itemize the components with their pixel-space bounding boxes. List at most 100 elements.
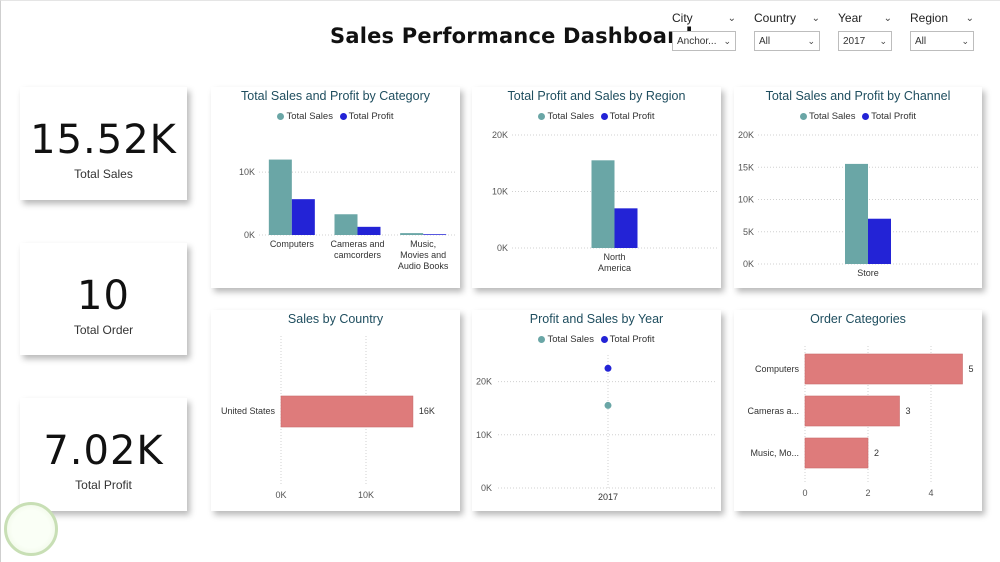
chart-plot: 0K 10K 20K 2017 [476, 355, 717, 502]
y-tick-label: Music, Mo... [750, 448, 799, 458]
kpi-value: 10 [77, 273, 130, 319]
data-label: 3 [906, 406, 911, 416]
legend-item-sales[interactable]: Total Sales [538, 111, 594, 122]
point-total-sales [604, 401, 612, 409]
kpi-value: 7.02K [43, 428, 164, 474]
slicer-region[interactable]: Region ⌄ All ⌄ [910, 10, 974, 51]
legend-item-profit[interactable]: Total Profit [862, 111, 916, 122]
chevron-down-icon: ⌄ [723, 35, 731, 46]
slicer-region-label: Region [910, 11, 949, 25]
slicer-country-value: All [759, 35, 771, 47]
y-tick-label: 5K [743, 227, 754, 237]
kpi-caption: Total Order [73, 323, 134, 337]
slicer-city-value: Anchor... [677, 35, 717, 47]
legend-dot-icon [538, 112, 546, 120]
y-tick-label: 20K [738, 130, 754, 140]
y-tick-label: 20K [492, 130, 508, 140]
kpi-caption: Total Profit [75, 478, 132, 492]
y-tick-label: United States [221, 406, 276, 416]
chart-order-categories[interactable]: Order Categories 0 2 4 Computers 5 Cameras a.… [734, 310, 982, 511]
kpi-card-total-order[interactable]: 10 Total Order [20, 243, 187, 355]
legend-label: Total Sales [808, 111, 856, 122]
y-tick-label: 10K [738, 195, 754, 205]
legend-item-profit[interactable]: Total Profit [600, 334, 655, 345]
legend-item-profit[interactable]: Total Profit [600, 111, 655, 122]
slicer-city[interactable]: City ⌄ Anchor... ⌄ [672, 10, 736, 51]
bar-total-profit [423, 234, 447, 235]
legend-item-sales[interactable]: Total Sales [277, 111, 333, 122]
chart-title: Order Categories [810, 312, 906, 326]
legend-item-sales[interactable]: Total Sales [799, 111, 856, 122]
x-tick-label: Store [857, 268, 879, 278]
slicer-region-dropdown[interactable]: All ⌄ [910, 31, 974, 51]
bar-total-sales [334, 214, 358, 235]
slicer-city-dropdown[interactable]: Anchor... ⌄ [672, 31, 736, 51]
x-tick-label: 0 [802, 488, 807, 498]
slicer-country-dropdown[interactable]: All ⌄ [754, 31, 820, 51]
chart-sales-profit-by-channel[interactable]: Total Sales and Profit by Channel Total … [734, 87, 982, 288]
x-tick-label: Music, [410, 239, 436, 249]
watermark-logo [4, 502, 58, 556]
chevron-down-icon[interactable]: ⌄ [965, 12, 974, 24]
bar-total-profit [291, 199, 315, 235]
slicer-year[interactable]: Year ⌄ 2017 ⌄ [838, 10, 892, 51]
x-tick-label: 2017 [598, 492, 618, 502]
data-label: 5 [969, 364, 974, 374]
point-total-profit [604, 364, 612, 372]
kpi-card-total-profit[interactable]: 7.02K Total Profit [20, 398, 187, 511]
y-tick-label: 10K [239, 167, 255, 177]
legend-item-sales[interactable]: Total Sales [538, 334, 594, 345]
chevron-down-icon[interactable]: ⌄ [883, 12, 892, 24]
slicer-country[interactable]: Country ⌄ All ⌄ [754, 10, 820, 51]
kpi-value: 15.52K [30, 117, 177, 163]
chart-title: Total Profit and Sales by Region [507, 89, 686, 103]
y-tick-label: 0K [497, 243, 508, 253]
bar-total-sales [268, 159, 292, 235]
kpi-card-total-sales[interactable]: 15.52K Total Sales [20, 87, 187, 200]
legend-dot-icon [600, 112, 608, 120]
bar-total-sales [400, 233, 424, 235]
bar-total-sales [591, 160, 615, 248]
x-tick-label: 4 [928, 488, 933, 498]
legend-label: Total Sales [286, 111, 333, 122]
legend-dot-icon [339, 112, 347, 120]
legend-dot-icon [277, 112, 285, 120]
bar-total-sales [845, 163, 868, 264]
bar-total-profit [868, 218, 891, 264]
chevron-down-icon[interactable]: ⌄ [727, 12, 736, 24]
x-tick-label: America [598, 263, 631, 273]
slicer-year-label: Year [838, 11, 863, 25]
x-tick-label: Computers [270, 239, 315, 249]
data-label: 2 [874, 448, 879, 458]
bar-sales [280, 395, 414, 428]
legend-dot-icon [538, 335, 546, 343]
x-tick-label: camcorders [334, 250, 382, 260]
x-tick-label: Audio Books [398, 261, 449, 271]
y-tick-label: 0K [481, 483, 492, 493]
chart-title: Profit and Sales by Year [529, 312, 664, 326]
bar-total-profit [614, 208, 638, 248]
chart-sales-by-country[interactable]: Sales by Country 0K 10K United States 16K [211, 310, 460, 511]
chart-legend: Total Sales Total Profit [211, 111, 460, 122]
chevron-down-icon: ⌄ [961, 35, 969, 46]
data-label: 16K [419, 406, 435, 416]
chart-sales-profit-by-category[interactable]: Total Sales and Profit by Category Total… [211, 87, 460, 288]
kpi-caption: Total Sales [74, 167, 133, 181]
legend-label: Total Profit [609, 111, 655, 122]
chart-legend: Total Sales Total Profit [734, 111, 982, 122]
page-title: Sales Performance Dashboard [330, 24, 693, 48]
x-tick-label: 2 [865, 488, 870, 498]
chart-profit-sales-by-year[interactable]: Profit and Sales by Year Total Sales Tot… [472, 310, 721, 511]
slicer-region-value: All [915, 35, 927, 47]
x-tick-label: 0K [275, 490, 286, 500]
slicer-year-dropdown[interactable]: 2017 ⌄ [838, 31, 892, 51]
chart-profit-sales-by-region[interactable]: Total Profit and Sales by Region Total S… [472, 87, 721, 288]
chevron-down-icon: ⌄ [879, 35, 887, 46]
bar-order-count [804, 353, 963, 385]
legend-item-profit[interactable]: Total Profit [339, 111, 394, 122]
chevron-down-icon[interactable]: ⌄ [811, 12, 820, 24]
chart-title: Sales by Country [287, 312, 384, 326]
